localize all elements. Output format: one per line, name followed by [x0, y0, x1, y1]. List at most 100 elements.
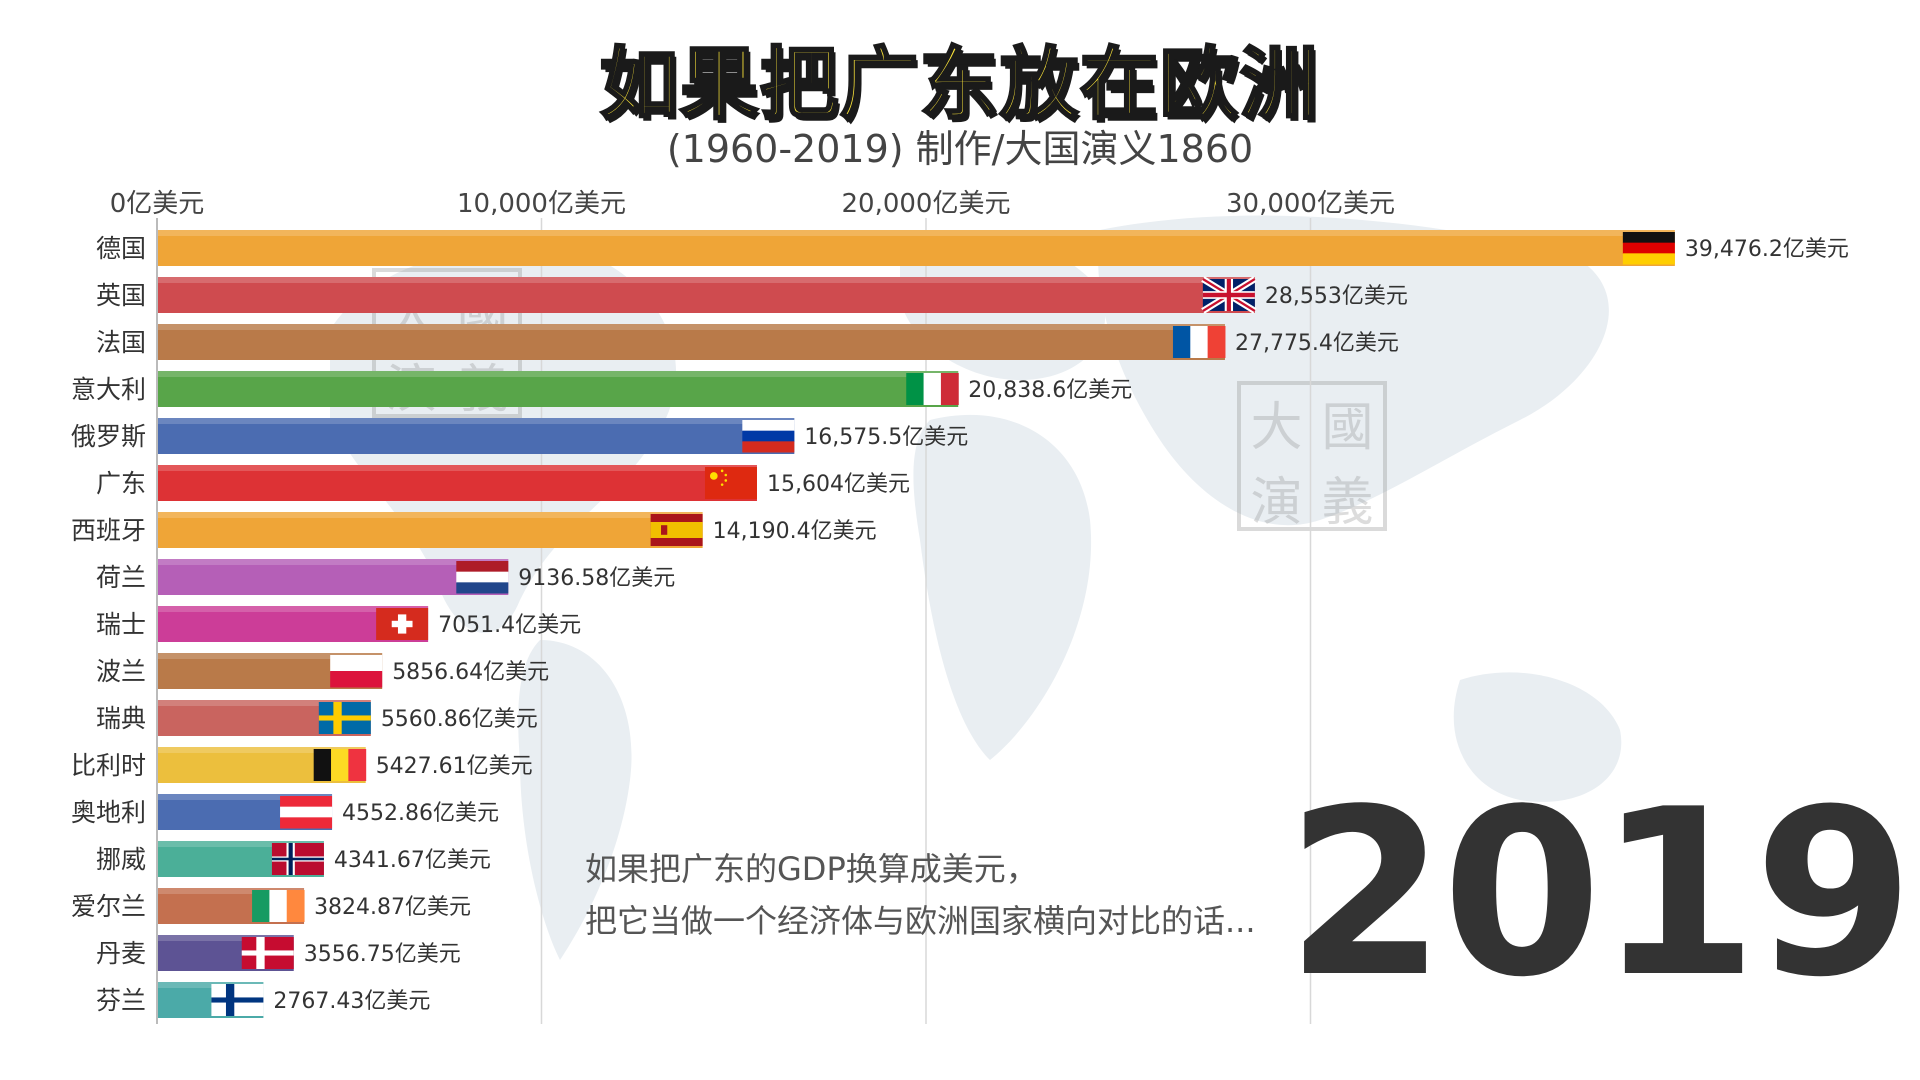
austria-flag-icon	[280, 796, 333, 829]
category-label: 挪威	[96, 845, 146, 874]
russia-flag-icon	[742, 420, 795, 453]
bar	[157, 465, 757, 501]
flag-part	[1172, 326, 1191, 358]
value-label: 27,775.4亿美元	[1235, 331, 1399, 356]
watermark-char: 國	[1321, 398, 1374, 458]
flag-part	[720, 469, 724, 473]
flag-part	[724, 473, 728, 477]
category-label: 俄罗斯	[71, 422, 146, 451]
flag-part	[211, 997, 264, 1003]
bar	[157, 277, 1255, 313]
china-flag-icon	[704, 467, 757, 499]
spain-flag-icon	[650, 514, 703, 546]
bar-highlight	[157, 982, 264, 988]
flag-part	[1190, 326, 1209, 358]
flag-part	[1207, 326, 1226, 358]
flag-part	[923, 373, 942, 405]
bar	[157, 230, 1675, 266]
flag-part	[330, 671, 383, 688]
flag-part	[456, 561, 509, 573]
bar-highlight	[157, 559, 509, 565]
flag-part	[252, 890, 270, 922]
value-label: 15,604亿美元	[767, 472, 910, 497]
watermark-char: 大	[1250, 398, 1303, 458]
flag-part	[269, 890, 288, 922]
flag-part	[280, 806, 333, 818]
watermark-char: 義	[1321, 473, 1374, 533]
value-label: 20,838.6亿美元	[968, 378, 1132, 403]
flag-part	[330, 655, 383, 672]
netherlands-flag-icon	[456, 561, 509, 594]
flag-part	[720, 483, 724, 486]
uk-flag-icon	[1201, 276, 1257, 314]
bar-highlight	[157, 700, 371, 706]
value-label: 5427.61亿美元	[376, 754, 533, 779]
flag-part	[650, 522, 703, 538]
flag-part	[1622, 242, 1675, 254]
category-label: 广东	[96, 469, 146, 498]
chart-title: 如果把广东放在欧洲	[598, 39, 1320, 132]
flag-part	[456, 571, 509, 583]
bar	[157, 559, 509, 595]
flag-part	[271, 857, 324, 861]
value-label: 28,553亿美元	[1265, 284, 1408, 309]
bar	[157, 418, 795, 454]
switzerland-flag-icon	[376, 608, 429, 640]
value-label: 5560.86亿美元	[381, 707, 538, 732]
caption: 如果把广东的GDP换算成美元， 把它当做一个经济体与欧洲国家横向对比的话...	[585, 843, 1256, 947]
bar-highlight	[157, 465, 757, 471]
category-label: 波兰	[96, 657, 146, 686]
category-label: 英国	[96, 281, 146, 310]
flag-part	[313, 749, 332, 781]
flag-part	[742, 441, 795, 453]
bar-highlight	[157, 888, 305, 894]
flag-part	[940, 373, 959, 405]
flag-part	[331, 749, 349, 781]
chart-subtitle: (1960-2019) 制作/大国演义1860	[666, 127, 1254, 171]
bar-highlight	[157, 747, 366, 753]
value-label: 9136.58亿美元	[518, 566, 675, 591]
bar	[157, 512, 703, 548]
bar-highlight	[157, 794, 333, 800]
bar-highlight	[157, 277, 1255, 283]
bar-highlight	[157, 418, 795, 424]
flag-part	[742, 420, 795, 432]
flag-part	[348, 749, 367, 781]
denmark-flag-icon	[241, 937, 294, 969]
value-label: 14,190.4亿美元	[713, 519, 877, 544]
value-label: 39,476.2亿美元	[1685, 237, 1849, 262]
value-label: 16,575.5亿美元	[804, 425, 968, 450]
x-tick-label: 10,000亿美元	[457, 189, 626, 219]
category-label: 荷兰	[96, 563, 146, 592]
bar-highlight	[157, 935, 294, 941]
value-label: 7051.4亿美元	[438, 613, 581, 638]
bar-highlight	[157, 230, 1675, 236]
belgium-flag-icon	[313, 749, 367, 781]
watermark-stamp: 大 國 演 義	[1237, 381, 1387, 533]
bar	[157, 371, 959, 407]
flag-part	[286, 890, 305, 922]
france-flag-icon	[1172, 326, 1226, 358]
bar-highlight	[157, 841, 324, 847]
value-label: 5856.64亿美元	[392, 660, 549, 685]
italy-flag-icon	[906, 373, 959, 405]
x-tick-label: 0亿美元	[110, 189, 205, 219]
flag-part	[280, 817, 333, 829]
category-label: 西班牙	[71, 516, 146, 545]
sweden-flag-icon	[318, 702, 371, 734]
value-label: 3824.87亿美元	[314, 895, 471, 920]
category-label: 丹麦	[96, 939, 146, 968]
category-label: 瑞典	[96, 704, 146, 733]
flag-part	[1202, 292, 1255, 298]
bar-highlight	[157, 606, 429, 612]
x-tick-label: 30,000亿美元	[1226, 189, 1395, 219]
year-label: 2019	[1285, 761, 1914, 1028]
flag-part	[661, 525, 668, 535]
ireland-flag-icon	[252, 890, 305, 922]
flag-part	[704, 467, 757, 499]
bar	[157, 324, 1225, 360]
category-label: 芬兰	[96, 986, 146, 1015]
caption-line-2: 把它当做一个经济体与欧洲国家横向对比的话...	[585, 902, 1256, 940]
flag-part	[709, 472, 718, 480]
